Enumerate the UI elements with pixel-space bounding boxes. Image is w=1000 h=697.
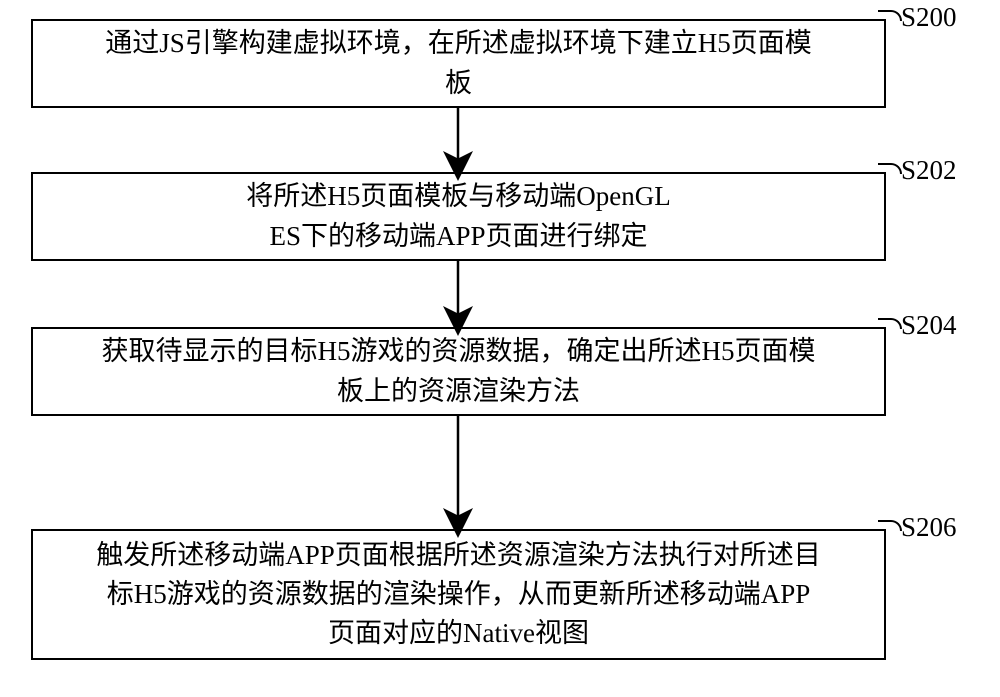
step-label-s204: S204 xyxy=(901,310,957,341)
step-label-s200: S200 xyxy=(901,2,957,33)
leader-line xyxy=(878,10,902,21)
flow-node-s200: 通过JS引擎构建虚拟环境，在所述虚拟环境下建立H5页面模 板 xyxy=(31,19,886,108)
leader-line xyxy=(878,163,902,174)
flow-node-text: 触发所述移动端APP页面根据所述资源渲染方法执行对所述目 标H5游戏的资源数据的… xyxy=(96,536,821,653)
flow-node-text: 获取待显示的目标H5游戏的资源数据，确定出所述H5页面模 板上的资源渲染方法 xyxy=(102,332,816,410)
flow-node-s204: 获取待显示的目标H5游戏的资源数据，确定出所述H5页面模 板上的资源渲染方法 xyxy=(31,327,886,416)
flow-node-text: 通过JS引擎构建虚拟环境，在所述虚拟环境下建立H5页面模 板 xyxy=(105,24,812,102)
flow-node-s202: 将所述H5页面模板与移动端OpenGL ES下的移动端APP页面进行绑定 xyxy=(31,172,886,261)
step-label-s206: S206 xyxy=(901,512,957,543)
step-label-s202: S202 xyxy=(901,155,957,186)
leader-line xyxy=(878,520,902,531)
leader-line xyxy=(878,318,902,329)
flow-node-s206: 触发所述移动端APP页面根据所述资源渲染方法执行对所述目 标H5游戏的资源数据的… xyxy=(31,529,886,660)
flow-node-text: 将所述H5页面模板与移动端OpenGL ES下的移动端APP页面进行绑定 xyxy=(246,177,670,255)
flowchart-canvas: 通过JS引擎构建虚拟环境，在所述虚拟环境下建立H5页面模 板 S200 将所述H… xyxy=(0,0,1000,697)
